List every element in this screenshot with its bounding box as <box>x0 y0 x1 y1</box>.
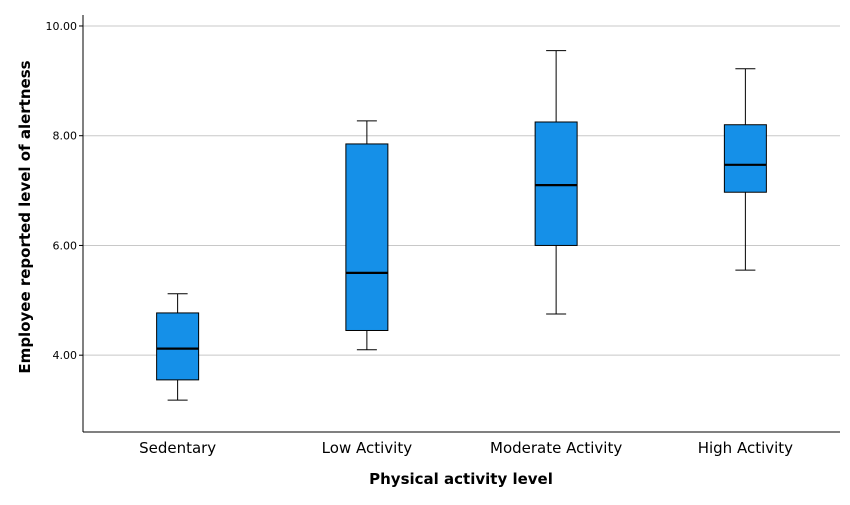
y-axis-title: Employee reported level of alertness <box>16 60 34 373</box>
y-tick-label: 4.00 <box>53 349 78 362</box>
box-group <box>723 68 767 271</box>
x-tick-label: Moderate Activity <box>490 439 622 457</box>
x-tick-label: High Activity <box>698 439 793 457</box>
iqr-box <box>534 121 578 246</box>
box-group <box>345 120 389 351</box>
box-group <box>156 293 200 401</box>
axis-layer <box>79 15 840 433</box>
iqr-box <box>345 143 389 331</box>
y-tick-label: 6.00 <box>53 239 78 252</box>
box-group <box>534 50 578 315</box>
label-layer: 4.00 6.00 8.00 10.00 Sedentary Low Activity Mo… <box>46 20 794 457</box>
x-tick-label: Sedentary <box>139 439 216 457</box>
box-layer <box>156 50 767 401</box>
grid-layer <box>83 25 840 356</box>
iqr-box <box>723 124 767 193</box>
x-axis-title: Physical activity level <box>369 470 553 488</box>
y-tick-label: 10.00 <box>46 20 78 33</box>
y-tick-label: 8.00 <box>53 130 78 143</box>
x-tick-label: Low Activity <box>322 439 413 457</box>
iqr-box <box>156 312 200 381</box>
